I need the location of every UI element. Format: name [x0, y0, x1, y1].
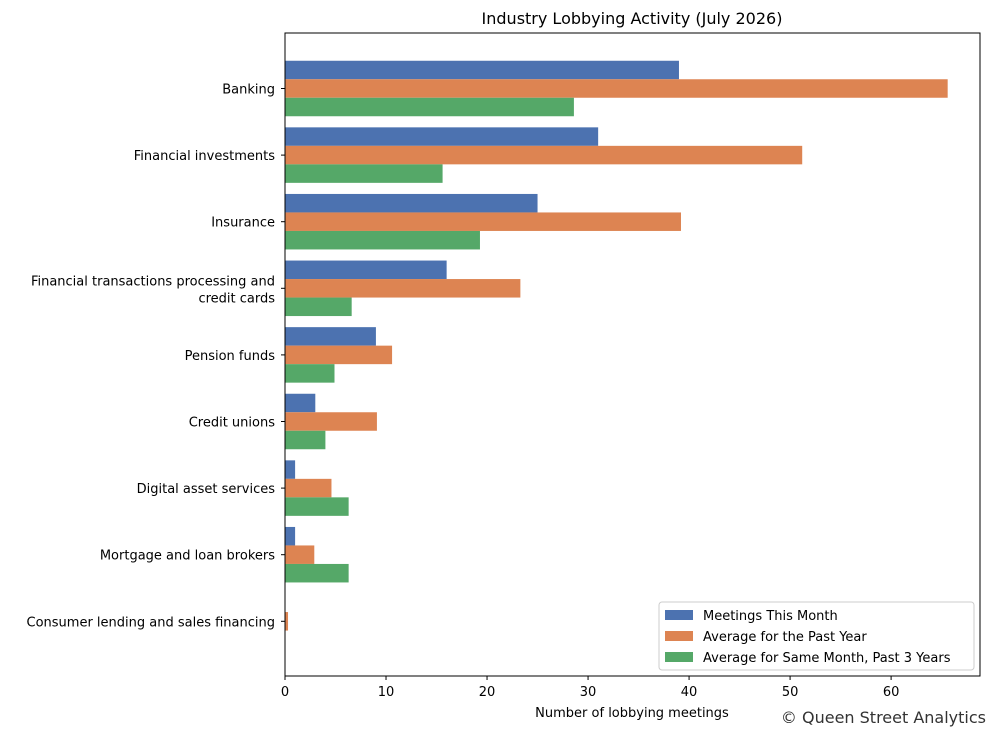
bar — [285, 478, 332, 498]
x-tick-label: 0 — [281, 685, 289, 700]
legend-label: Average for the Past Year — [703, 630, 867, 645]
bar — [285, 193, 538, 213]
legend-label: Average for Same Month, Past 3 Years — [703, 651, 951, 666]
category-label: Consumer lending and sales financing — [27, 615, 276, 630]
chart-title: Industry Lobbying Activity (July 2026) — [482, 9, 783, 28]
bar — [285, 60, 679, 80]
x-tick-label: 20 — [479, 685, 496, 700]
bar — [285, 364, 335, 383]
category-label: Insurance — [211, 216, 275, 231]
category-label: Banking — [222, 83, 275, 98]
legend-swatch — [665, 610, 693, 620]
x-tick-label: 40 — [681, 685, 698, 700]
category-label: Credit unions — [189, 416, 276, 431]
bar — [285, 345, 393, 365]
legend-label: Meetings This Month — [703, 609, 838, 624]
bar — [285, 79, 948, 98]
bar — [285, 279, 521, 298]
x-tick-label: 10 — [378, 685, 395, 700]
bar — [285, 460, 296, 479]
bar — [285, 526, 296, 546]
bar — [285, 497, 349, 516]
bar — [285, 164, 443, 183]
axis-layer: Banking Financial investments Insurance Fin… — [27, 83, 900, 701]
legend-swatch — [665, 652, 693, 662]
watermark: © Queen Street Analytics — [781, 708, 986, 727]
bar — [285, 430, 326, 450]
bar — [285, 127, 599, 146]
bar — [285, 612, 289, 631]
legend-swatch — [665, 631, 693, 641]
category-label: Financial investments — [134, 149, 275, 164]
category-label: Pension funds — [185, 349, 276, 364]
bar — [285, 212, 681, 231]
bars-layer — [285, 60, 948, 631]
x-axis-label: Number of lobbying meetings — [535, 706, 729, 721]
x-tick-label: 50 — [782, 685, 799, 700]
bar — [285, 230, 480, 250]
bar — [285, 260, 447, 280]
legend-box — [658, 601, 975, 671]
bar — [285, 97, 574, 117]
category-label: Financial transactions processing and cre… — [31, 274, 275, 306]
category-label: Digital asset services — [137, 482, 276, 497]
bar — [285, 327, 376, 346]
bar — [285, 545, 315, 564]
legend: Meetings This Month Average for the Past … — [658, 601, 975, 671]
x-tick-label: 30 — [580, 685, 597, 700]
bar — [285, 145, 803, 165]
category-label: Mortgage and loan brokers — [100, 549, 275, 564]
x-tick-label: 60 — [883, 685, 900, 700]
bar — [285, 412, 377, 431]
bar — [285, 297, 352, 317]
bar — [285, 563, 349, 583]
bar — [285, 393, 316, 413]
